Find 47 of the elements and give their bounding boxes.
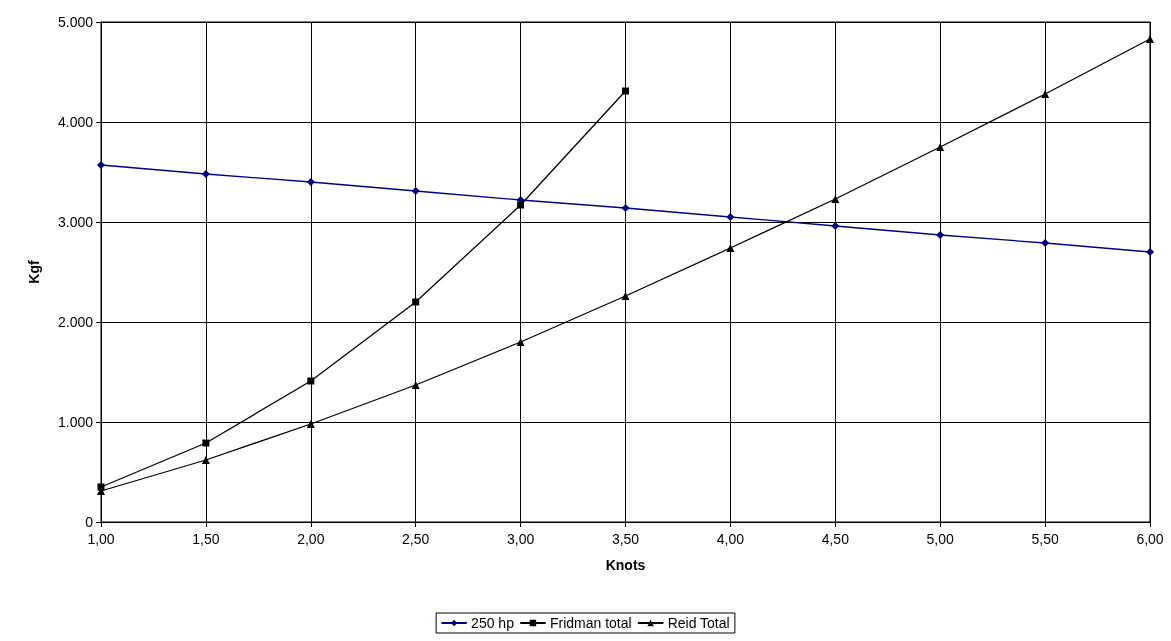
- legend-label: Fridman total: [549, 615, 632, 631]
- point: [516, 338, 525, 346]
- x-tick-label: 5,00: [926, 531, 955, 547]
- point: [726, 244, 735, 252]
- point: [1041, 239, 1050, 247]
- point: [307, 377, 315, 385]
- point: [936, 143, 945, 151]
- point: [831, 222, 840, 230]
- x-tick-label: 6,00: [1136, 531, 1164, 547]
- x-tick-label: 2,00: [297, 531, 325, 547]
- point: [201, 456, 210, 464]
- point: [412, 298, 420, 306]
- y-axis-title: Kgf: [26, 260, 42, 284]
- y-tick-label: 1.000: [57, 414, 94, 430]
- y-tick-label: 4.000: [57, 114, 94, 130]
- point: [621, 204, 630, 212]
- point: [306, 178, 315, 186]
- x-tick-label: 4,00: [716, 531, 745, 547]
- point: [1146, 248, 1154, 256]
- x-axis-title: Knots: [605, 557, 646, 573]
- x-tick-label: 4,50: [821, 531, 850, 547]
- point: [411, 187, 420, 195]
- point: [306, 420, 315, 428]
- point: [517, 201, 525, 209]
- point: [97, 161, 105, 169]
- point: [621, 292, 630, 300]
- point: [411, 381, 420, 389]
- point: [726, 213, 735, 221]
- x-tick-label: 1,50: [192, 531, 220, 547]
- point: [1041, 90, 1050, 98]
- point: [831, 195, 840, 203]
- y-tick-label: 2.000: [57, 314, 94, 330]
- x-tick-label: 3,00: [506, 531, 535, 547]
- point: [202, 439, 210, 447]
- legend-label: Reid Total: [667, 615, 730, 631]
- x-tick-label: 2,50: [402, 531, 430, 547]
- point: [201, 170, 210, 178]
- x-tick-label: 5,50: [1031, 531, 1059, 547]
- point: [936, 231, 945, 239]
- y-tick-label: 5.000: [57, 14, 94, 30]
- x-tick-label: 1,00: [87, 531, 115, 547]
- point: [1146, 35, 1154, 43]
- y-tick-label: 3.000: [57, 214, 94, 230]
- y-tick-label: 0: [85, 514, 94, 530]
- point: [622, 87, 629, 95]
- legend-label: 250 hp: [471, 615, 515, 631]
- x-tick-label: 3,50: [611, 531, 640, 547]
